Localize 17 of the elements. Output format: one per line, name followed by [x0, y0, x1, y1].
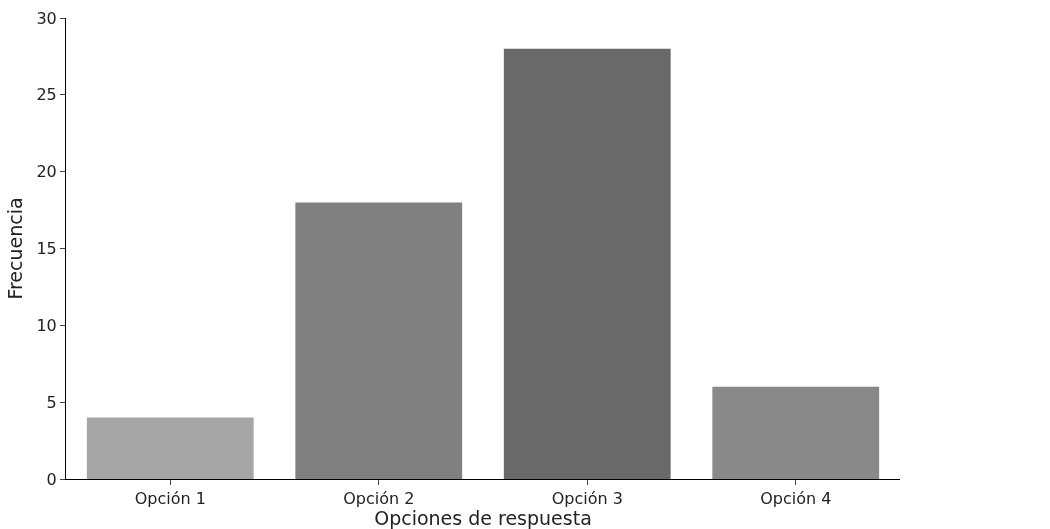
x-tick-label: Opción 3 — [551, 489, 623, 509]
bar — [712, 386, 880, 479]
y-tick-label: 0 — [46, 469, 57, 489]
y-tick-label: 25 — [36, 85, 57, 105]
bar — [503, 48, 671, 479]
y-tick-label: 15 — [36, 239, 57, 259]
y-tick-label: 10 — [36, 315, 57, 335]
bar — [295, 202, 463, 479]
x-tick-label: Opción 1 — [134, 489, 206, 509]
x-tick-label: Opción 2 — [343, 489, 415, 509]
y-axis-title: Frecuencia — [4, 197, 27, 300]
y-tick-label: 5 — [46, 392, 57, 412]
x-tick-label: Opción 4 — [760, 489, 832, 509]
x-axis-title: Opciones de respuesta — [374, 507, 592, 529]
y-tick-label: 20 — [36, 162, 57, 182]
bar — [86, 417, 254, 479]
y-tick-label: 30 — [36, 8, 57, 28]
